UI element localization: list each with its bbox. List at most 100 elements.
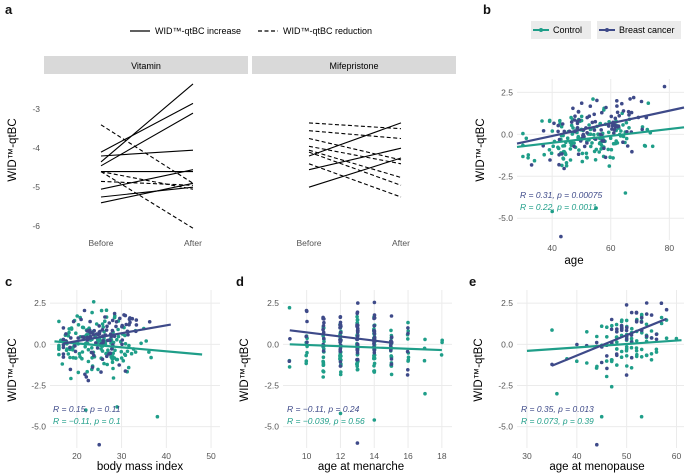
breast-cancer-point — [100, 357, 105, 362]
panel-a-axes: -3 -4 -5 -6 — [32, 104, 40, 231]
control-point — [609, 384, 614, 389]
breast-cancer-point — [147, 320, 152, 324]
breast-cancer-point — [630, 149, 634, 154]
control-point — [584, 151, 589, 156]
control-point — [78, 355, 82, 359]
control-point — [372, 369, 376, 374]
control-point — [111, 366, 115, 371]
control-point — [123, 342, 128, 346]
increase-line — [100, 186, 194, 198]
control-point — [659, 315, 664, 320]
legend-control-label: Control — [553, 25, 582, 35]
breast-cancer-point — [287, 359, 292, 364]
control-point — [624, 318, 629, 323]
panel-b-legend: Control Breast cancer — [531, 21, 681, 39]
breast-cancer-point — [118, 316, 122, 321]
control-point — [606, 147, 610, 152]
breast-cancer-point — [624, 303, 629, 307]
x-tick-label: 30 — [522, 451, 532, 461]
breast-cancer-point — [97, 324, 101, 328]
control-point — [57, 319, 61, 324]
control-point — [630, 326, 634, 331]
breast-cancer-point — [613, 123, 617, 127]
reduction-line — [100, 180, 194, 186]
control-point — [99, 347, 103, 351]
y-tick-label: 2.5 — [501, 298, 513, 308]
breast-cancer-point — [372, 316, 376, 321]
increase-line — [100, 169, 194, 190]
panel-c-xlabel: body mass index — [97, 461, 184, 473]
panel-e-stat-control: R = 0.073, p = 0.39 — [521, 416, 594, 426]
control-point — [564, 163, 569, 168]
breast-cancer-point — [634, 319, 639, 323]
breast-cancer-point — [615, 99, 619, 103]
control-point — [619, 129, 623, 133]
breast-cancer-point — [629, 310, 634, 315]
control-point — [423, 391, 427, 396]
control-fit-line — [54, 340, 203, 356]
control-point — [127, 343, 131, 348]
control-point — [123, 353, 128, 358]
breast-cancer-point — [575, 342, 579, 347]
control-point — [355, 361, 359, 366]
breast-cancer-fit-line — [63, 323, 171, 345]
breast-cancer-point — [91, 332, 96, 337]
control-point — [629, 336, 634, 341]
panel-e-ylabel: WID™-qtBC — [473, 338, 485, 401]
y-tick-label: -5.0 — [264, 422, 279, 432]
control-point — [590, 141, 594, 145]
control-point — [576, 134, 581, 139]
breast-cancer-point — [594, 340, 599, 345]
x-tick-label: 20 — [72, 451, 82, 461]
reduction-line — [100, 124, 194, 184]
control-point — [551, 144, 555, 148]
control-point — [133, 350, 138, 354]
control-point — [144, 339, 148, 343]
control-point — [644, 322, 649, 327]
breast-cancer-point — [624, 373, 629, 377]
breast-cancer-point — [128, 316, 132, 320]
control-point — [615, 347, 619, 351]
breast-cancer-point — [624, 328, 629, 333]
breast-cancer-point — [644, 312, 649, 316]
control-point — [98, 339, 103, 343]
breast-cancer-point — [105, 338, 110, 343]
control-point — [619, 349, 624, 354]
control-point — [90, 310, 94, 315]
y-tick-label: -4 — [32, 143, 40, 153]
panel-e-label: e — [469, 274, 476, 289]
control-point — [564, 161, 569, 165]
breast-cancer-point — [605, 354, 609, 358]
breast-cancer-point — [595, 442, 599, 447]
control-point — [585, 330, 589, 334]
breast-cancer-point — [120, 342, 124, 347]
y-tick-label: -5.0 — [31, 422, 46, 432]
breast-cancer-point — [575, 121, 580, 126]
breast-cancer-point — [305, 340, 309, 345]
control-point — [321, 359, 325, 364]
control-point — [106, 348, 110, 353]
breast-cancer-point — [68, 367, 73, 372]
y-tick-label: 2.5 — [267, 298, 279, 308]
strip-vitamin-label: Vitamin — [131, 61, 161, 71]
breast-cancer-point — [389, 348, 393, 353]
control-point — [66, 334, 71, 338]
breast-cancer-point — [629, 355, 634, 360]
panel-b-label: b — [483, 2, 491, 17]
control-point — [634, 346, 639, 350]
breast-cancer-point — [620, 101, 624, 106]
control-point — [423, 337, 427, 342]
control-point — [116, 327, 120, 332]
breast-cancer-point — [634, 310, 639, 315]
breast-cancer-point — [581, 132, 586, 137]
panel-b-ylabel: WID™-qtBC — [475, 118, 487, 181]
breast-cancer-point — [595, 98, 599, 103]
breast-cancer-point — [603, 155, 608, 160]
panel-c-ylabel: WID™-qtBC — [7, 338, 19, 401]
breast-cancer-point — [592, 112, 596, 117]
control-point — [104, 308, 109, 313]
control-point — [629, 345, 634, 350]
reduction-line — [308, 137, 402, 161]
breast-cancer-point — [355, 310, 360, 315]
control-point — [338, 411, 343, 416]
